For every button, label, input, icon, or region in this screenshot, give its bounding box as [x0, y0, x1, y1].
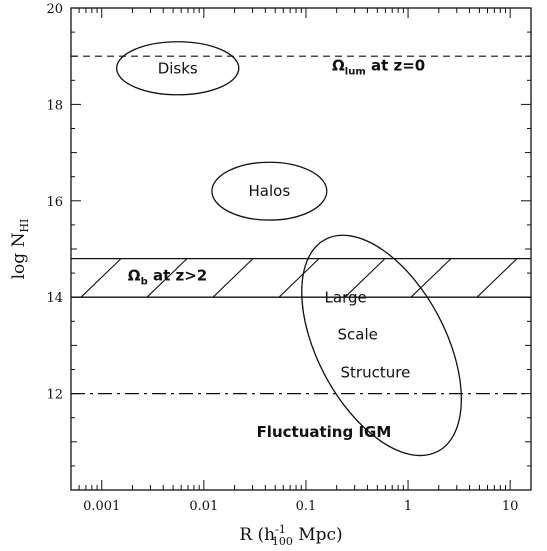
hatch-line: [146, 258, 188, 298]
hatch-line: [344, 258, 386, 298]
omega-b-sub: b: [141, 276, 148, 287]
lss-ellipse: [301, 234, 462, 457]
tick-labels: 0.001 0.01 0.1 1 10 12 14 16 18 20: [46, 2, 518, 514]
omega-lum-sub: lum: [345, 67, 366, 78]
plot-frame: [70, 7, 532, 491]
lss-label-line-3: Structure: [341, 363, 411, 381]
lss-label-line-1: Large: [325, 288, 367, 306]
lss-label-line-2: Scale: [338, 325, 378, 343]
x-tick-label: 10: [502, 499, 519, 514]
hatch-line: [543, 259, 547, 298]
tick-marks: [70, 7, 531, 491]
omega-b-annotation: Ωb at z>2: [128, 266, 207, 287]
x-tick-label: 0.1: [296, 499, 317, 514]
y-tick-label: 18: [46, 98, 63, 113]
hatch-line: [278, 258, 320, 298]
omega-lum-text: at z=0: [366, 57, 425, 75]
disks-label: Disks: [158, 59, 198, 77]
omega-lum-annotation: Ωlum at z=0: [332, 57, 425, 78]
hatch-line: [80, 258, 122, 298]
halos-ellipse: [211, 161, 328, 221]
omega-b-hatch: [80, 258, 547, 298]
y-tick-label: 12: [46, 388, 63, 403]
hatch-line: [476, 258, 518, 298]
y-axis-title-sub: HI: [18, 219, 31, 233]
x-axis-title-sup: -1: [275, 523, 286, 536]
fluctuating-igm-annotation: Fluctuating IGM: [257, 423, 392, 441]
x-axis-title-tail: Mpc): [293, 525, 343, 545]
omega-b-symbol: Ω: [128, 266, 141, 284]
x-axis-title-main: R (h: [239, 525, 275, 545]
y-tick-label: 20: [46, 2, 63, 17]
omega-b-text: at z>2: [148, 266, 207, 284]
hatch-line: [212, 258, 254, 298]
x-tick-label: 0.001: [83, 499, 120, 514]
x-tick-label: 1: [404, 499, 412, 514]
y-axis-title-main: log N: [9, 232, 29, 279]
x-axis-title-sub: 100: [272, 535, 293, 548]
y-tick-label: 16: [46, 195, 63, 210]
omega-lum-symbol: Ω: [332, 57, 345, 75]
x-tick-label: 0.01: [189, 499, 218, 514]
halos-label: Halos: [249, 182, 291, 200]
x-axis-title: R (h-1 100 Mpc): [239, 523, 342, 548]
y-tick-label: 14: [46, 291, 63, 306]
hatch-line: [410, 258, 452, 298]
disks-ellipse: [116, 41, 240, 96]
y-axis-title: log NHI: [9, 219, 31, 280]
